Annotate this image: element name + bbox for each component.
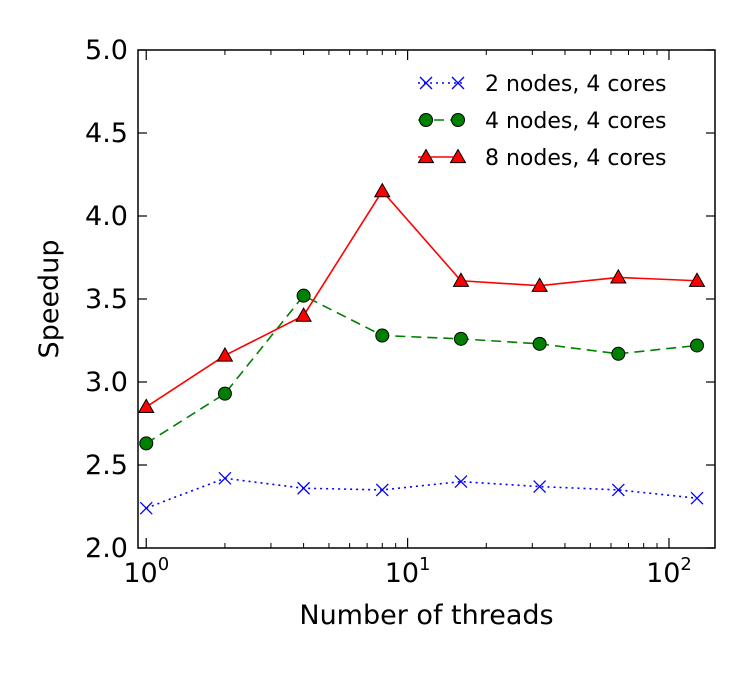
- data-point: [297, 481, 311, 495]
- series-line: [145, 294, 698, 445]
- data-point: [688, 272, 706, 287]
- legend-marker: [451, 113, 465, 127]
- data-point-stroke: [218, 471, 232, 485]
- axis-ticks: 2.0 2.5 3.0 3.5 4.0 4.5 5.0 100 101 102: [85, 35, 715, 589]
- data-point: [690, 491, 704, 505]
- data-point: [532, 336, 547, 351]
- legend-marker: [449, 148, 467, 164]
- legend-label: 2 nodes, 4 cores: [485, 72, 666, 97]
- data-point: [531, 277, 548, 292]
- legend-marker: [417, 148, 435, 164]
- data-point: [452, 272, 470, 287]
- y-tick-label: 3.0: [85, 367, 128, 398]
- data-point: [375, 483, 389, 497]
- y-axis-label: Speedup: [34, 240, 65, 359]
- legend-item: 2 nodes, 4 cores: [418, 72, 666, 97]
- data-point: [689, 338, 704, 353]
- y-tick-label: 5.0: [85, 35, 128, 66]
- x-tick-label: 100: [123, 554, 169, 589]
- data-point: [216, 346, 234, 362]
- data-point-stroke: [611, 483, 625, 497]
- data-point: [218, 471, 232, 485]
- data-point-stroke: [533, 480, 547, 494]
- legend: 2 nodes, 4 cores 4 nodes, 4 cores 8 nodes,…: [417, 72, 666, 171]
- y-tick-label: 4.0: [85, 201, 128, 232]
- data-point: [611, 483, 625, 497]
- x-axis-label: Number of threads: [299, 600, 553, 631]
- data-point: [139, 501, 153, 515]
- data-point: [217, 386, 232, 401]
- legend-item: 4 nodes, 4 cores: [418, 109, 666, 134]
- data-point: [375, 328, 390, 343]
- legend-marker: [419, 76, 433, 90]
- legend-marker: [451, 76, 465, 90]
- data-point: [609, 268, 627, 284]
- data-point-stroke: [375, 483, 389, 497]
- legend-marker-stroke: [451, 76, 465, 90]
- data-point: [611, 346, 626, 361]
- y-tick-label: 3.5: [85, 284, 128, 315]
- data-point-stroke: [139, 501, 153, 515]
- y-tick-label: 2.5: [85, 450, 128, 481]
- series-line: [145, 189, 698, 408]
- data-point: [453, 331, 468, 346]
- data-point: [137, 398, 155, 414]
- data-point-stroke: [454, 475, 468, 489]
- series-layer: [137, 182, 706, 515]
- x-tick-label: 101: [385, 554, 431, 589]
- data-point: [139, 436, 154, 451]
- data-point: [373, 182, 391, 198]
- series-3: [137, 182, 706, 414]
- legend-label: 8 nodes, 4 cores: [485, 146, 666, 171]
- legend-marker: [419, 113, 433, 127]
- x-tick-label: 102: [646, 554, 692, 589]
- y-tick-label: 4.5: [85, 118, 128, 149]
- data-point: [454, 475, 468, 489]
- legend-item: 8 nodes, 4 cores: [417, 146, 666, 171]
- data-point-stroke: [297, 481, 311, 495]
- series-1: [139, 471, 704, 515]
- series-line: [145, 477, 698, 509]
- y-tick-label: 2.0: [85, 533, 128, 564]
- data-point: [533, 480, 547, 494]
- data-point: [296, 288, 311, 303]
- data-point-stroke: [690, 491, 704, 505]
- data-point: [295, 307, 312, 322]
- series-2: [139, 288, 704, 451]
- legend-marker-stroke: [419, 76, 433, 90]
- legend-label: 4 nodes, 4 cores: [485, 109, 666, 134]
